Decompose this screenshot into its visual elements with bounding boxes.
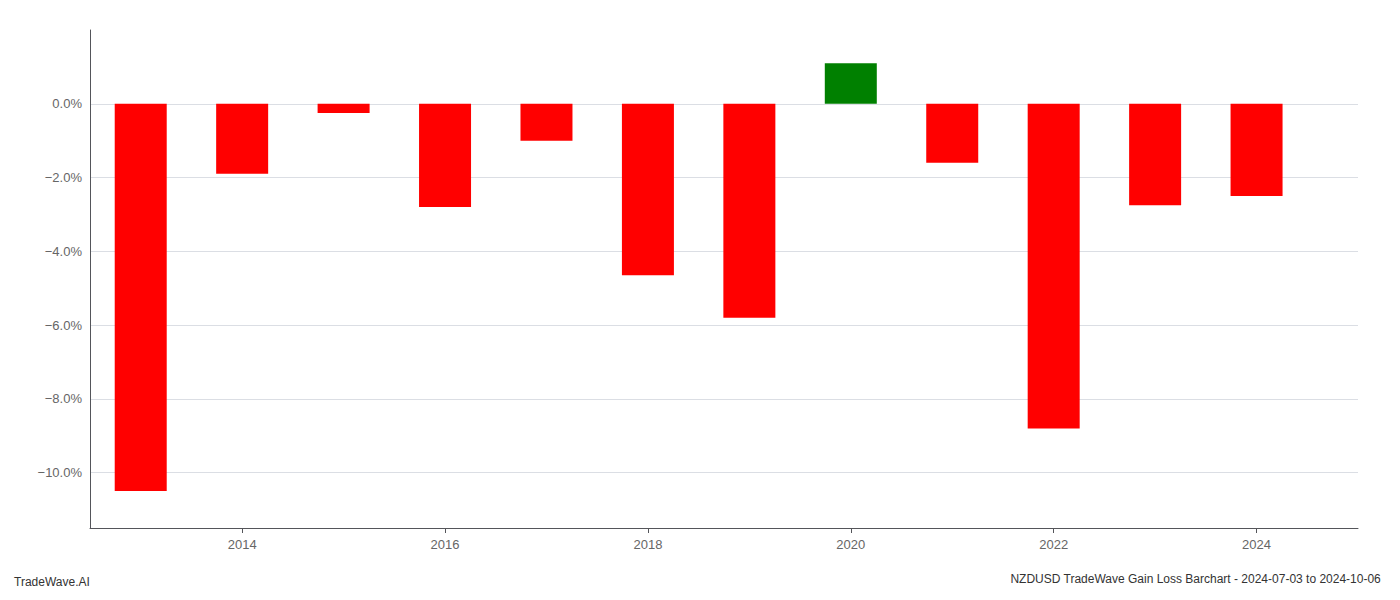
svg-text:2018: 2018: [633, 537, 662, 552]
svg-text:2024: 2024: [1242, 537, 1271, 552]
svg-text:−4.0%: −4.0%: [45, 244, 83, 259]
svg-text:2016: 2016: [431, 537, 460, 552]
svg-text:NZDUSD TradeWave Gain Loss Bar: NZDUSD TradeWave Gain Loss Barchart - 20…: [1010, 572, 1381, 586]
svg-text:−6.0%: −6.0%: [45, 318, 83, 333]
svg-text:2022: 2022: [1039, 537, 1068, 552]
svg-text:−8.0%: −8.0%: [45, 391, 83, 406]
svg-text:0.0%: 0.0%: [52, 96, 82, 111]
svg-text:TradeWave.AI: TradeWave.AI: [14, 575, 90, 589]
svg-text:2014: 2014: [228, 537, 257, 552]
svg-text:−2.0%: −2.0%: [45, 170, 83, 185]
svg-text:2020: 2020: [836, 537, 865, 552]
svg-text:−10.0%: −10.0%: [38, 465, 83, 480]
